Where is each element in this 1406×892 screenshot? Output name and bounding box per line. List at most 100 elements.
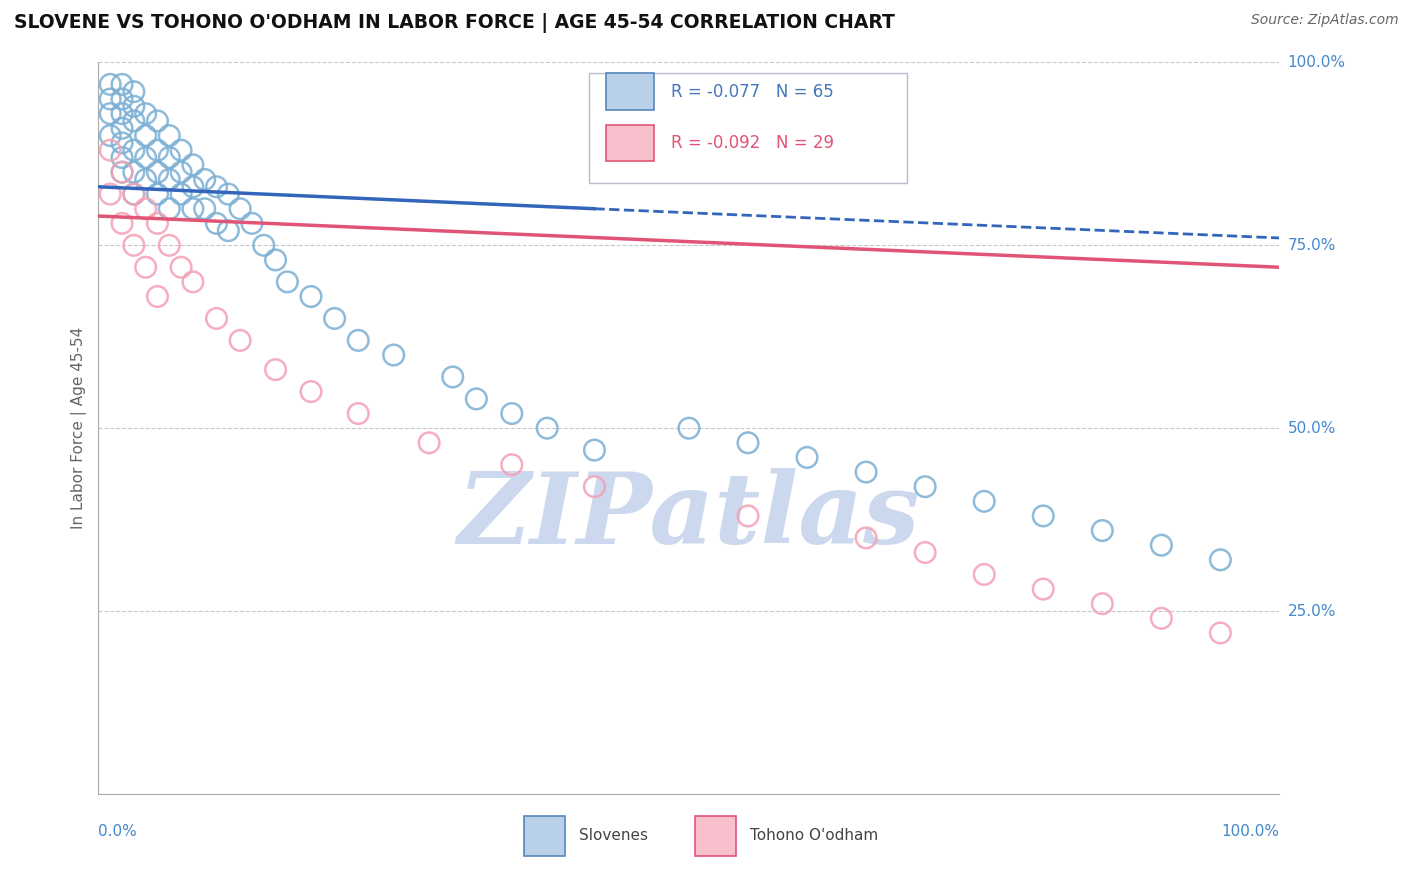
Point: [170, 165, 193, 179]
Point: [973, 494, 995, 508]
Point: [157, 172, 180, 186]
Point: [157, 202, 180, 216]
Point: [299, 384, 322, 399]
FancyBboxPatch shape: [695, 816, 737, 856]
Point: [98, 143, 121, 157]
Point: [1032, 508, 1054, 523]
Text: SLOVENE VS TOHONO O'ODHAM IN LABOR FORCE | AGE 45-54 CORRELATION CHART: SLOVENE VS TOHONO O'ODHAM IN LABOR FORCE…: [14, 13, 896, 33]
FancyBboxPatch shape: [523, 816, 565, 856]
Point: [122, 85, 145, 99]
Point: [135, 260, 157, 275]
Point: [240, 216, 263, 230]
Point: [98, 92, 121, 106]
Point: [122, 187, 145, 202]
Point: [111, 121, 134, 136]
Text: 100.0%: 100.0%: [1288, 55, 1346, 70]
Point: [194, 172, 217, 186]
Point: [323, 311, 346, 326]
Point: [98, 106, 121, 120]
Point: [465, 392, 488, 406]
Text: 75.0%: 75.0%: [1288, 238, 1336, 252]
Point: [855, 531, 877, 545]
FancyBboxPatch shape: [606, 125, 654, 161]
Point: [111, 136, 134, 150]
Point: [678, 421, 700, 435]
Point: [181, 275, 204, 289]
Point: [253, 238, 276, 252]
FancyBboxPatch shape: [606, 73, 654, 110]
Point: [98, 128, 121, 143]
Point: [229, 202, 252, 216]
Point: [914, 480, 936, 494]
Text: 50.0%: 50.0%: [1288, 421, 1336, 435]
Point: [170, 187, 193, 202]
Point: [205, 179, 228, 194]
Point: [276, 275, 298, 289]
Point: [347, 407, 370, 421]
Point: [98, 78, 121, 92]
Point: [796, 450, 818, 465]
FancyBboxPatch shape: [589, 73, 907, 183]
Point: [122, 238, 145, 252]
Text: 100.0%: 100.0%: [1222, 824, 1279, 839]
Point: [135, 106, 157, 120]
Point: [194, 202, 217, 216]
Point: [501, 407, 523, 421]
Point: [111, 151, 134, 165]
Text: Slovenes: Slovenes: [579, 829, 648, 844]
Point: [122, 143, 145, 157]
Point: [973, 567, 995, 582]
Point: [205, 311, 228, 326]
Point: [1150, 611, 1173, 625]
Point: [1032, 582, 1054, 596]
Point: [146, 143, 169, 157]
Point: [111, 106, 134, 120]
Text: Source: ZipAtlas.com: Source: ZipAtlas.com: [1251, 13, 1399, 28]
Point: [418, 435, 440, 450]
Point: [157, 151, 180, 165]
Point: [146, 114, 169, 128]
Text: 0.0%: 0.0%: [98, 824, 138, 839]
Point: [122, 114, 145, 128]
Point: [111, 165, 134, 179]
Point: [536, 421, 558, 435]
Point: [146, 165, 169, 179]
Text: Tohono O'odham: Tohono O'odham: [751, 829, 879, 844]
Point: [501, 458, 523, 472]
Point: [914, 545, 936, 559]
Point: [441, 370, 464, 384]
Point: [737, 435, 759, 450]
Point: [111, 92, 134, 106]
Point: [122, 165, 145, 179]
Point: [146, 289, 169, 303]
Point: [98, 187, 121, 202]
Point: [205, 216, 228, 230]
Point: [737, 508, 759, 523]
Y-axis label: In Labor Force | Age 45-54: In Labor Force | Age 45-54: [72, 327, 87, 529]
Point: [229, 334, 252, 348]
Point: [157, 238, 180, 252]
Point: [1091, 524, 1114, 538]
Point: [382, 348, 405, 362]
Point: [111, 78, 134, 92]
Point: [146, 216, 169, 230]
Point: [1091, 597, 1114, 611]
Point: [583, 443, 606, 458]
Point: [583, 480, 606, 494]
Point: [217, 224, 239, 238]
Point: [1209, 553, 1232, 567]
Point: [111, 216, 134, 230]
Point: [181, 158, 204, 172]
Point: [157, 128, 180, 143]
Point: [135, 151, 157, 165]
Point: [146, 187, 169, 202]
Point: [217, 187, 239, 202]
Point: [122, 187, 145, 202]
Point: [264, 252, 287, 267]
Point: [855, 465, 877, 479]
Point: [181, 179, 204, 194]
Point: [135, 202, 157, 216]
Point: [181, 202, 204, 216]
Point: [264, 362, 287, 376]
Point: [111, 165, 134, 179]
